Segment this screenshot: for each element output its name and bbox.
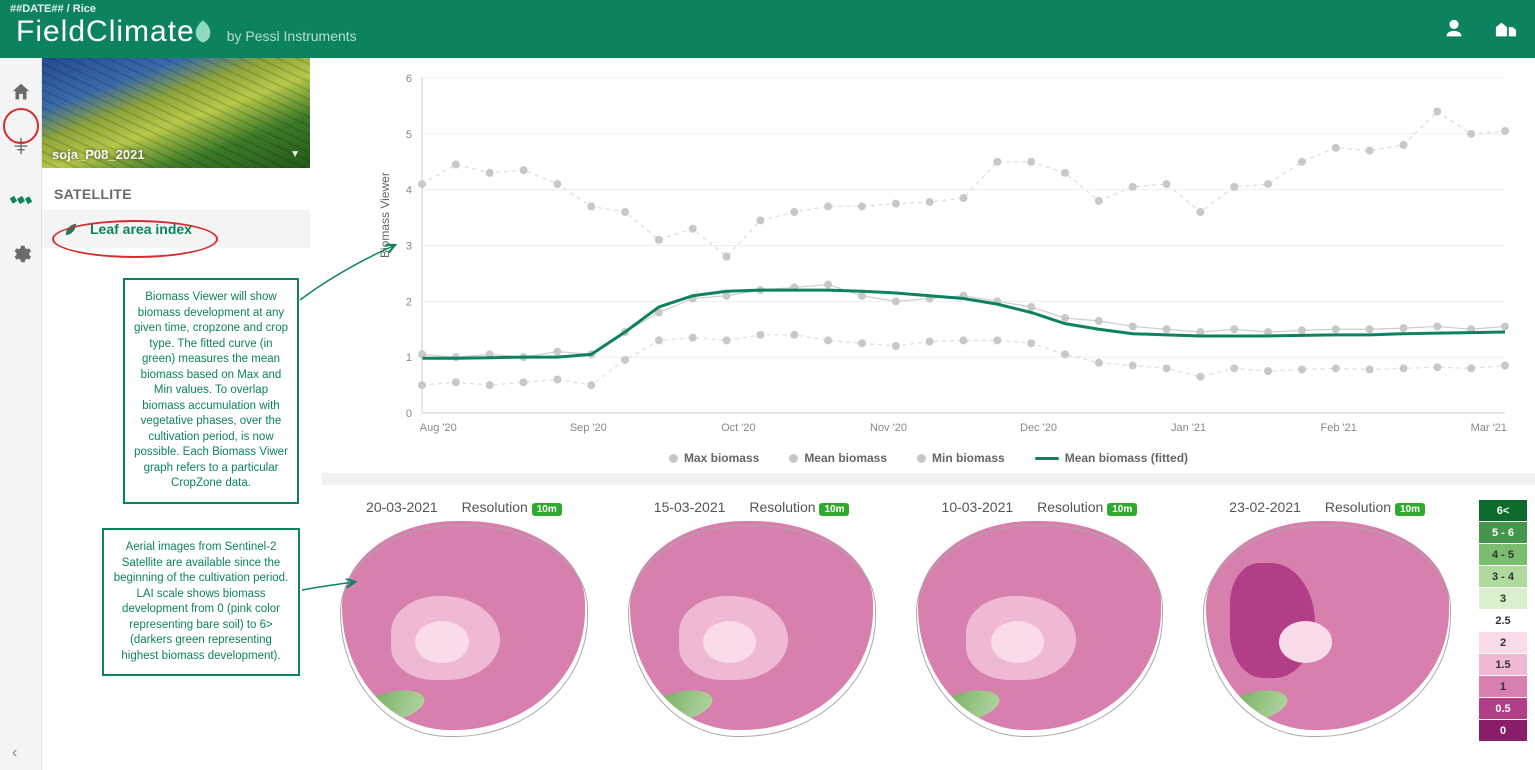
map-header: 15-03-2021 Resolution 10m bbox=[624, 499, 880, 515]
lai-scale-step: 1 bbox=[1479, 675, 1527, 697]
header-bar: ##DATE## / Rice FieldClimate by Pessl In… bbox=[0, 0, 1535, 58]
lai-map-tile[interactable]: 10-03-2021 Resolution 10m bbox=[912, 499, 1168, 756]
legend-fitted: Mean biomass (fitted) bbox=[1035, 451, 1188, 465]
map-date: 15-03-2021 bbox=[654, 499, 726, 515]
svg-text:4: 4 bbox=[406, 185, 412, 197]
lai-scale-step: 3 - 4 bbox=[1479, 565, 1527, 587]
legend-max: Max biomass bbox=[669, 451, 759, 465]
legend-mean: Mean biomass bbox=[789, 451, 887, 465]
svg-text:Mar '21: Mar '21 bbox=[1471, 422, 1507, 434]
lai-scale-step: 6< bbox=[1479, 499, 1527, 521]
svg-text:Jan '21: Jan '21 bbox=[1171, 422, 1206, 434]
lai-maps-panel: 20-03-2021 Resolution 10m 15-03-2021 Res… bbox=[322, 485, 1535, 770]
lai-scale-step: 5 - 6 bbox=[1479, 521, 1527, 543]
svg-text:Dec '20: Dec '20 bbox=[1020, 422, 1057, 434]
map-image bbox=[624, 521, 880, 741]
svg-text:Aug '20: Aug '20 bbox=[420, 422, 457, 434]
lai-scale-step: 4 - 5 bbox=[1479, 543, 1527, 565]
svg-text:5: 5 bbox=[406, 129, 412, 141]
satellite-icon[interactable] bbox=[9, 188, 33, 212]
map-resolution: Resolution 10m bbox=[462, 499, 562, 515]
home-icon[interactable] bbox=[9, 80, 33, 104]
section-heading-satellite: SATELLITE bbox=[42, 168, 310, 210]
map-date: 10-03-2021 bbox=[942, 499, 1014, 515]
biomass-chart-panel: Biomass Viewer 0123456Aug '20Sep '20Oct … bbox=[322, 58, 1535, 473]
user-icon[interactable] bbox=[1443, 18, 1465, 40]
lai-scale-step: 1.5 bbox=[1479, 653, 1527, 675]
svg-text:3: 3 bbox=[406, 241, 412, 253]
map-image bbox=[912, 521, 1168, 741]
map-image bbox=[336, 521, 592, 741]
svg-text:6: 6 bbox=[406, 73, 412, 85]
info-box-aerial: Aerial images from Sentinel-2 Satellite … bbox=[102, 528, 300, 676]
collapse-icon[interactable]: ‹ bbox=[12, 744, 17, 762]
svg-text:0: 0 bbox=[406, 408, 412, 420]
nav-item-label: Leaf area index bbox=[90, 221, 192, 237]
chevron-down-icon: ▼ bbox=[290, 149, 300, 160]
lai-map-tile[interactable]: 23-02-2021 Resolution 10m bbox=[1199, 499, 1455, 756]
svg-text:Sep '20: Sep '20 bbox=[570, 422, 607, 434]
gear-icon[interactable] bbox=[9, 242, 33, 266]
logo-sub: by Pessl Instruments bbox=[227, 28, 357, 44]
logo[interactable]: FieldClimate by Pessl Instruments bbox=[16, 15, 357, 49]
nav-rail: ‹ bbox=[0, 58, 42, 770]
nav-item-lai[interactable]: Leaf area index bbox=[42, 210, 310, 248]
lai-scale-step: 2.5 bbox=[1479, 609, 1527, 631]
biomass-chart: 0 1 2 3 4 5 6 Aug '20 Sep '20 Oct '20 Nov '20 Dec '… bbox=[322, 58, 1535, 473]
field-selector[interactable]: soja_P08_2021 ▼ bbox=[42, 58, 310, 168]
map-date: 23-02-2021 bbox=[1229, 499, 1301, 515]
lai-map-tile[interactable]: 20-03-2021 Resolution 10m bbox=[336, 499, 592, 756]
svg-text:1: 1 bbox=[406, 352, 412, 364]
svg-text:Nov '20: Nov '20 bbox=[870, 422, 907, 434]
legend-min: Min biomass bbox=[917, 451, 1005, 465]
map-header: 10-03-2021 Resolution 10m bbox=[912, 499, 1168, 515]
field-name: soja_P08_2021 bbox=[52, 147, 145, 162]
sensor-icon[interactable] bbox=[9, 134, 33, 158]
lai-scale-legend: 6<5 - 64 - 53 - 432.521.510.50 bbox=[1479, 499, 1527, 741]
lai-scale-step: 3 bbox=[1479, 587, 1527, 609]
logo-main: FieldClimate bbox=[16, 15, 217, 49]
main-content: Biomass Viewer 0123456Aug '20Sep '20Oct … bbox=[322, 58, 1535, 770]
lai-scale-step: 0.5 bbox=[1479, 697, 1527, 719]
map-image bbox=[1199, 521, 1455, 741]
map-header: 23-02-2021 Resolution 10m bbox=[1199, 499, 1455, 515]
map-resolution: Resolution 10m bbox=[749, 499, 849, 515]
breadcrumb: ##DATE## / Rice bbox=[10, 3, 96, 15]
svg-text:Feb '21: Feb '21 bbox=[1321, 422, 1357, 434]
lai-scale-step: 0 bbox=[1479, 719, 1527, 741]
lai-scale-step: 2 bbox=[1479, 631, 1527, 653]
chart-legend: Max biomass Mean biomass Min biomass Mea… bbox=[322, 451, 1535, 465]
map-resolution: Resolution 10m bbox=[1037, 499, 1137, 515]
map-header: 20-03-2021 Resolution 10m bbox=[336, 499, 592, 515]
svg-text:2: 2 bbox=[406, 296, 412, 308]
lai-map-tile[interactable]: 15-03-2021 Resolution 10m bbox=[624, 499, 880, 756]
leaf-icon bbox=[62, 220, 80, 238]
map-date: 20-03-2021 bbox=[366, 499, 438, 515]
map-resolution: Resolution 10m bbox=[1325, 499, 1425, 515]
info-box-biomass: Biomass Viewer will show biomass develop… bbox=[123, 278, 299, 504]
farm-icon[interactable] bbox=[1493, 18, 1519, 40]
leaf-icon bbox=[189, 18, 217, 46]
svg-text:Oct '20: Oct '20 bbox=[721, 422, 756, 434]
